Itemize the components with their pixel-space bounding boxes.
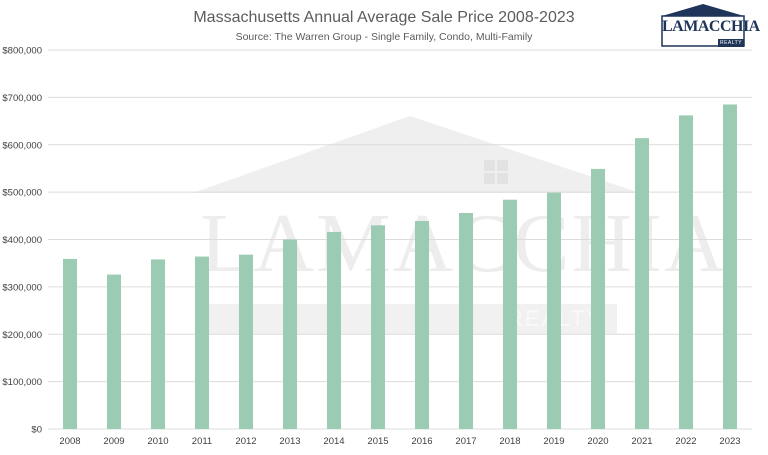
x-tick-label: 2011 xyxy=(192,436,212,447)
y-tick-label: $200,000 xyxy=(2,330,42,341)
x-tick-label: 2015 xyxy=(367,436,388,447)
bar xyxy=(635,138,649,429)
x-tick-label: 2012 xyxy=(235,436,256,447)
x-tick-label: 2008 xyxy=(59,436,80,447)
x-tick-label: 2010 xyxy=(147,436,168,447)
y-tick-label: $300,000 xyxy=(2,282,42,293)
bar xyxy=(723,104,737,429)
y-tick-label: $800,000 xyxy=(2,46,42,57)
x-tick-label: 2023 xyxy=(719,436,740,447)
bar xyxy=(371,225,385,429)
bar xyxy=(679,115,693,429)
logo-house-icon xyxy=(661,4,745,47)
x-tick-label: 2020 xyxy=(587,436,608,447)
bar xyxy=(107,274,121,429)
bar xyxy=(63,258,77,429)
bar xyxy=(547,192,561,429)
x-tick-label: 2013 xyxy=(279,436,300,447)
bar xyxy=(591,168,605,429)
x-tick-label: 2018 xyxy=(499,436,520,447)
y-tick-label: $700,000 xyxy=(2,93,42,104)
y-tick-label: $100,000 xyxy=(2,377,42,388)
y-tick-label: $0 xyxy=(31,425,42,436)
y-tick-label: $400,000 xyxy=(2,235,42,246)
chart-title: Massachusetts Annual Average Sale Price … xyxy=(193,9,575,26)
bar xyxy=(151,259,165,429)
bar xyxy=(283,239,297,429)
x-tick-label: 2017 xyxy=(455,436,476,447)
bar xyxy=(459,212,473,429)
bar xyxy=(503,199,517,429)
y-tick-label: $600,000 xyxy=(2,140,42,151)
x-tick-label: 2009 xyxy=(103,436,124,447)
bar xyxy=(415,221,429,429)
x-tick-label: 2021 xyxy=(631,436,652,447)
logo-subtext: REALTY xyxy=(718,39,744,47)
brand-logo: LAMACCHIA REALTY xyxy=(660,2,760,48)
x-tick-label: 2019 xyxy=(543,436,564,447)
x-tick-label: 2014 xyxy=(323,436,344,447)
x-tick-label: 2022 xyxy=(675,436,696,447)
logo-text: LAMACCHIA xyxy=(662,18,760,35)
bar xyxy=(239,254,253,429)
y-tick-label: $500,000 xyxy=(2,188,42,199)
bar xyxy=(195,256,209,429)
bar xyxy=(327,231,341,429)
x-tick-label: 2016 xyxy=(411,436,432,447)
chart-subtitle: Source: The Warren Group - Single Family… xyxy=(235,31,533,43)
